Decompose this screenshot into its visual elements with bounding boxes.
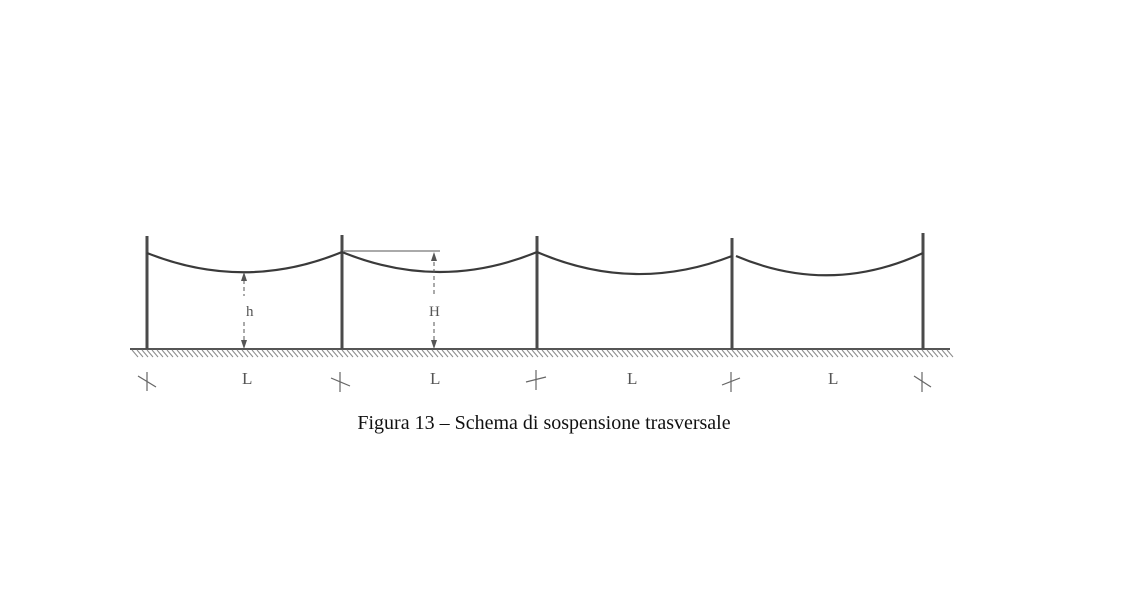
span-marker-2 [330,372,351,392]
height-high-label: H [429,304,440,320]
cable-span-2 [341,250,538,274]
span-marker-5 [913,372,932,392]
cable-span-1 [146,250,343,274]
ground-hatching [131,349,954,358]
height-low-arrow-down [241,340,247,349]
span-label-1: L [242,369,252,388]
span-marker-3 [525,370,547,390]
span-label-4: L [828,369,838,388]
span-marker-4 [721,372,741,392]
cable-span-4 [735,252,924,277]
span-label-3: L [627,369,637,388]
height-high-arrow-up [431,252,437,261]
height-high-arrow-down [431,340,437,349]
figure-caption: Figura 13 – Schema di sospensione trasve… [357,412,731,434]
height-low-arrow-up [241,272,247,281]
span-label-2: L [430,369,440,388]
span-marker-1 [137,372,157,391]
cable-span-3 [536,250,733,276]
height-low-label: h [246,304,254,320]
